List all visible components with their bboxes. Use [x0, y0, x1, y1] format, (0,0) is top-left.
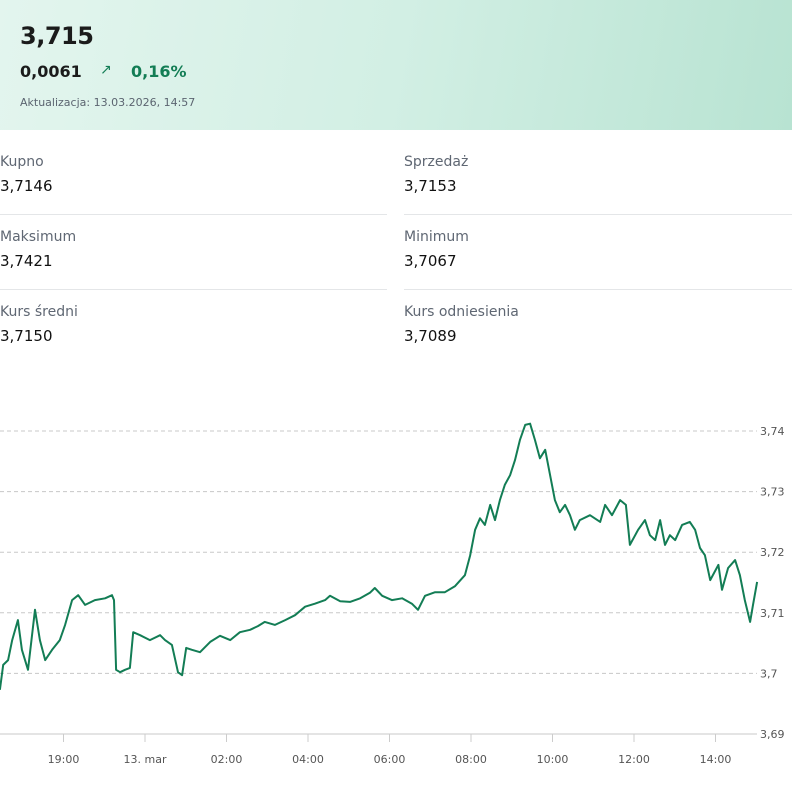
stat-label: Kupno — [0, 154, 44, 170]
current-price: 3,715 — [20, 22, 94, 50]
stat-label: Kurs odniesienia — [404, 304, 519, 320]
x-tick-label: 04:00 — [292, 753, 324, 766]
stat-sell: Sprzedaż 3,7153 — [404, 140, 792, 215]
stat-value: 3,7421 — [0, 252, 53, 270]
price-line — [0, 422, 759, 690]
x-tick-label: 12:00 — [618, 753, 650, 766]
x-tick-label: 02:00 — [211, 753, 243, 766]
y-tick-label: 3,71 — [760, 607, 785, 620]
x-tick-label: 19:00 — [48, 753, 80, 766]
update-timestamp: Aktualizacja: 13.03.2026, 14:57 — [20, 96, 196, 109]
stat-reference: Kurs odniesienia 3,7089 — [404, 290, 792, 364]
x-tick-label: 08:00 — [455, 753, 487, 766]
stat-value: 3,7150 — [0, 327, 53, 345]
stat-average: Kurs średni 3,7150 — [0, 290, 387, 364]
x-tick-label: 10:00 — [537, 753, 569, 766]
stat-label: Sprzedaż — [404, 154, 469, 170]
y-tick-label: 3,7 — [760, 667, 778, 680]
y-tick-label: 3,74 — [760, 425, 785, 438]
quote-header: 3,715 0,0061 ↗ 0,16% Aktualizacja: 13.03… — [0, 0, 792, 130]
change-percent: 0,16% — [131, 62, 187, 81]
stat-value: 3,7089 — [404, 327, 457, 345]
x-tick-label: 13. mar — [124, 753, 167, 766]
x-tick-label: 14:00 — [700, 753, 732, 766]
stat-value: 3,7067 — [404, 252, 457, 270]
price-change: 0,0061 — [20, 62, 82, 81]
stat-value: 3,7146 — [0, 177, 53, 195]
stat-label: Minimum — [404, 229, 469, 245]
stat-buy: Kupno 3,7146 — [0, 140, 387, 215]
x-tick-label: 06:00 — [374, 753, 406, 766]
y-tick-label: 3,73 — [760, 486, 785, 499]
y-tick-label: 3,69 — [760, 728, 785, 741]
arrow-up-right-icon: ↗ — [100, 62, 112, 78]
price-chart[interactable]: 3,69 3,7 3,71 3,72 3,73 3,74 19:00 13. mar 02:00… — [0, 380, 792, 790]
stat-label: Kurs średni — [0, 304, 78, 320]
stat-max: Maksimum 3,7421 — [0, 215, 387, 290]
stat-value: 3,7153 — [404, 177, 457, 195]
stat-label: Maksimum — [0, 229, 77, 245]
stat-min: Minimum 3,7067 — [404, 215, 792, 290]
y-tick-label: 3,72 — [760, 546, 785, 559]
